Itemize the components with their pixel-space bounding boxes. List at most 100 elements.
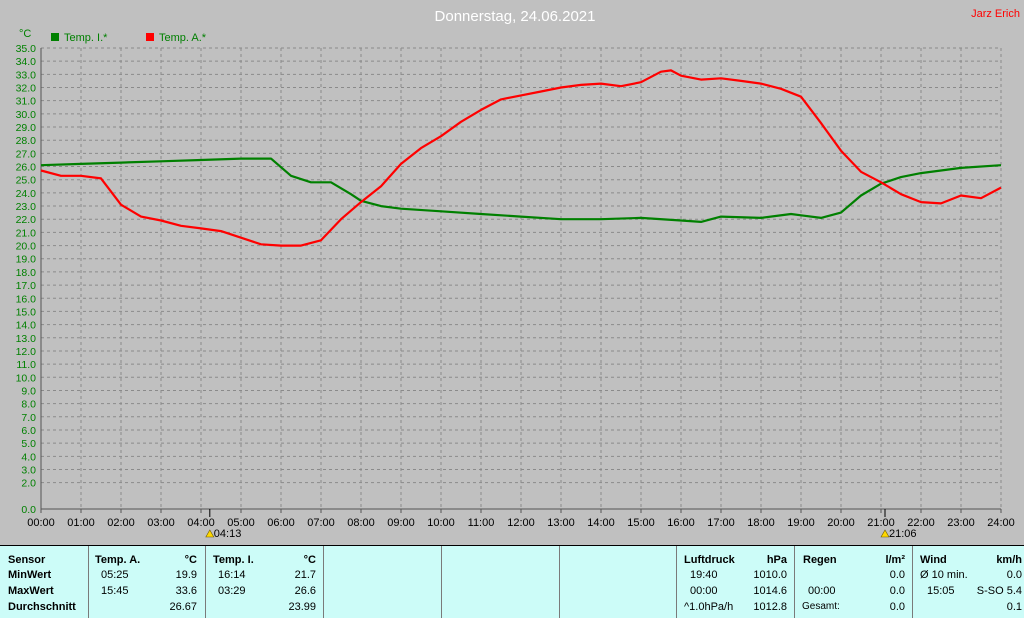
marker-label-1: 04:13 bbox=[214, 528, 242, 540]
temp-a-min-time: 05:25 bbox=[101, 569, 129, 581]
x-tick-label: 03:00 bbox=[147, 517, 175, 529]
x-tick-label: 16:00 bbox=[667, 517, 695, 529]
y-tick-label: 24.0 bbox=[16, 188, 37, 200]
y-tick-label: 34.0 bbox=[16, 56, 37, 68]
rain-header: Regen bbox=[803, 554, 837, 566]
col-wind: Wind km/h Ø 10 min. 0.0 15:05 S-SO 5.4 0… bbox=[913, 546, 1024, 618]
y-tick-label: 13.0 bbox=[16, 333, 37, 345]
pressure-header: Luftdruck bbox=[684, 554, 735, 566]
x-tick-label: 10:00 bbox=[427, 517, 455, 529]
col-sensor: Sensor MinWert MaxWert Durchschnitt bbox=[0, 546, 89, 618]
x-tick-label: 06:00 bbox=[267, 517, 295, 529]
series-line-1 bbox=[40, 157, 1002, 223]
y-tick-label: 29.0 bbox=[16, 122, 37, 134]
x-tick-label: 19:00 bbox=[787, 517, 815, 529]
row-label-max: MaxWert bbox=[8, 585, 54, 597]
axes: 0.02.03.04.05.06.07.08.09.010.011.012.01… bbox=[16, 43, 1015, 529]
y-tick-label: 2.0 bbox=[21, 478, 36, 490]
chart-area: Donnerstag, 24.06.2021 Jarz Erich °C Tem… bbox=[16, 8, 1020, 540]
y-tick-label: 28.0 bbox=[16, 135, 37, 147]
wind-max-val: S-SO 5.4 bbox=[976, 585, 1022, 597]
x-tick-label: 15:00 bbox=[627, 517, 655, 529]
rain-max-val: 0.0 bbox=[889, 585, 905, 597]
legend-label-1: Temp. I.* bbox=[64, 32, 108, 44]
y-tick-label: 0.0 bbox=[21, 504, 36, 516]
y-axis-unit: °C bbox=[19, 28, 31, 40]
series-line-2 bbox=[40, 69, 1002, 247]
y-tick-label: 27.0 bbox=[16, 148, 37, 160]
temp-i-min-time: 16:14 bbox=[218, 569, 246, 581]
col-rain: Regen l/m² 0.0 00:00 0.0 Gesamt: 0.0 bbox=[795, 546, 913, 618]
temp-i-header: Temp. I. bbox=[213, 554, 254, 566]
col-temp-a: Temp. A. °C 05:25 19.9 15:45 33.6 26.67 bbox=[89, 546, 206, 618]
col-empty-2 bbox=[442, 546, 560, 618]
pressure-max-val: 1014.6 bbox=[753, 585, 787, 597]
temp-i-min-val: 21.7 bbox=[294, 569, 316, 581]
row-label-avg: Durchschnitt bbox=[8, 601, 76, 613]
x-tick-label: 07:00 bbox=[307, 517, 335, 529]
x-tick-label: 24:00 bbox=[987, 517, 1015, 529]
wind-unit: km/h bbox=[996, 554, 1022, 566]
temp-a-avg: 26.67 bbox=[169, 601, 197, 613]
y-tick-label: 21.0 bbox=[16, 227, 37, 239]
temp-i-max-val: 26.6 bbox=[294, 585, 316, 597]
x-tick-label: 12:00 bbox=[507, 517, 535, 529]
y-tick-label: 5.0 bbox=[21, 438, 36, 450]
y-tick-label: 6.0 bbox=[21, 425, 36, 437]
legend: Temp. I.* Temp. A.* bbox=[51, 32, 207, 44]
col-empty-1 bbox=[324, 546, 442, 618]
y-tick-label: 35.0 bbox=[16, 43, 37, 55]
y-tick-label: 3.0 bbox=[21, 464, 36, 476]
author-label: Jarz Erich bbox=[971, 8, 1020, 20]
col-empty-3 bbox=[560, 546, 677, 618]
temp-i-avg: 23.99 bbox=[288, 601, 316, 613]
x-tick-label: 05:00 bbox=[227, 517, 255, 529]
x-tick-label: 17:00 bbox=[707, 517, 735, 529]
pressure-min-time: 19:40 bbox=[690, 569, 718, 581]
pressure-min-val: 1010.0 bbox=[753, 569, 787, 581]
sun-marker-icon bbox=[205, 529, 215, 538]
temp-a-max-val: 33.6 bbox=[175, 585, 197, 597]
y-tick-label: 4.0 bbox=[21, 451, 36, 463]
y-tick-label: 20.0 bbox=[16, 241, 37, 253]
summary-table: Sensor MinWert MaxWert Durchschnitt Temp… bbox=[0, 545, 1024, 618]
sensor-header: Sensor bbox=[8, 554, 46, 566]
sun-marker-icon bbox=[880, 529, 890, 538]
legend-label-2: Temp. A.* bbox=[159, 32, 207, 44]
temperature-chart: Donnerstag, 24.06.2021 Jarz Erich °C Tem… bbox=[16, 8, 1020, 540]
temp-i-max-time: 03:29 bbox=[218, 585, 246, 597]
y-tick-label: 33.0 bbox=[16, 69, 37, 81]
y-tick-label: 10.0 bbox=[16, 372, 37, 384]
wind-last-val: 0.1 bbox=[1006, 601, 1022, 613]
col-temp-i: Temp. I. °C 16:14 21.7 03:29 26.6 23.99 bbox=[206, 546, 324, 618]
x-tick-label: 04:00 bbox=[187, 517, 215, 529]
x-tick-label: 21:00 bbox=[867, 517, 895, 529]
y-tick-label: 32.0 bbox=[16, 83, 37, 95]
y-tick-label: 23.0 bbox=[16, 201, 37, 213]
y-tick-label: 30.0 bbox=[16, 109, 37, 121]
x-tick-label: 13:00 bbox=[547, 517, 575, 529]
rain-total-val: 0.0 bbox=[889, 601, 905, 613]
y-tick-label: 15.0 bbox=[16, 306, 37, 318]
marker-label-2: 21:06 bbox=[889, 528, 917, 540]
x-tick-label: 14:00 bbox=[587, 517, 615, 529]
wind-max-time: 15:05 bbox=[927, 585, 955, 597]
chart-title: Donnerstag, 24.06.2021 bbox=[435, 8, 596, 25]
y-tick-label: 19.0 bbox=[16, 254, 37, 266]
x-tick-label: 20:00 bbox=[827, 517, 855, 529]
y-tick-label: 12.0 bbox=[16, 346, 37, 358]
y-tick-label: 26.0 bbox=[16, 162, 37, 174]
y-tick-label: 16.0 bbox=[16, 293, 37, 305]
y-tick-label: 17.0 bbox=[16, 280, 37, 292]
x-tick-label: 11:00 bbox=[468, 517, 495, 529]
y-tick-label: 9.0 bbox=[21, 385, 36, 397]
y-tick-label: 22.0 bbox=[16, 214, 37, 226]
series-layer bbox=[40, 69, 1002, 247]
y-tick-label: 8.0 bbox=[21, 399, 36, 411]
wind-avg-label: Ø 10 min. bbox=[920, 569, 968, 581]
x-tick-label: 09:00 bbox=[387, 517, 415, 529]
temp-a-max-time: 15:45 bbox=[101, 585, 129, 597]
time-markers: 04:13 21:06 bbox=[205, 509, 917, 540]
legend-swatch-2 bbox=[146, 33, 154, 41]
pressure-trend-val: 1012.8 bbox=[753, 601, 787, 613]
